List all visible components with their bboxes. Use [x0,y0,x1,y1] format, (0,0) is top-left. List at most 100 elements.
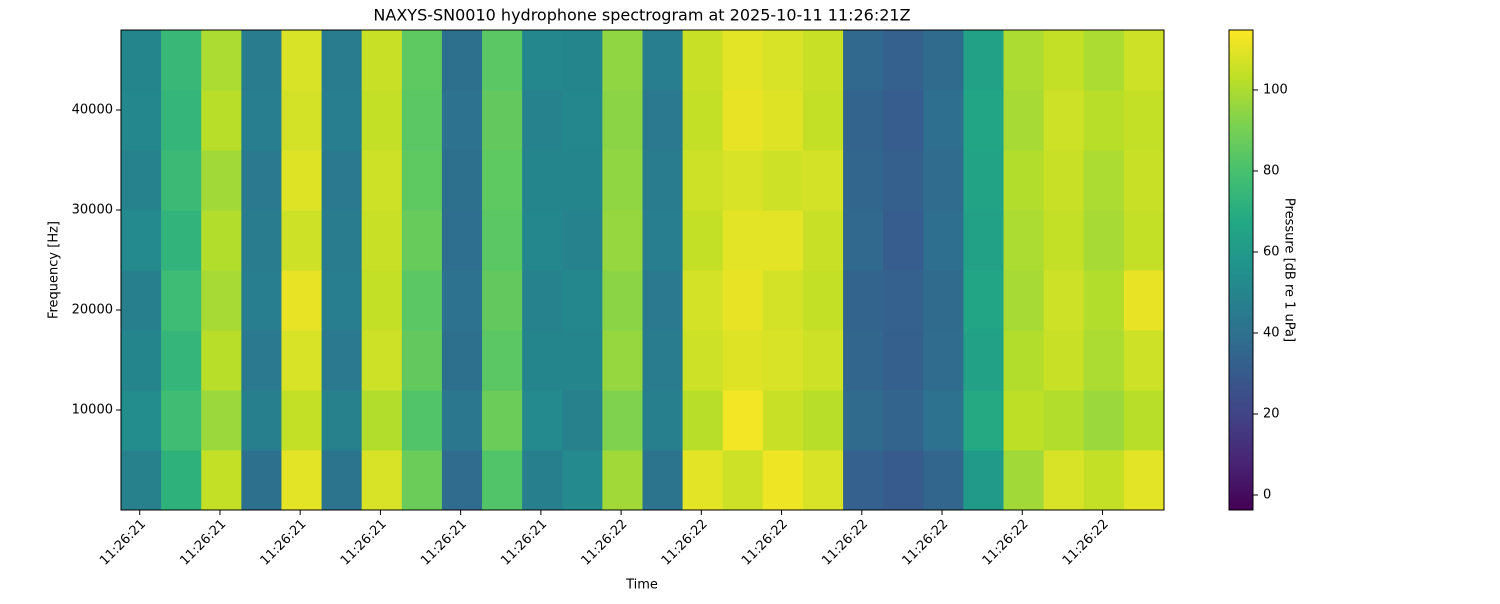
heatmap-cell [1003,450,1045,511]
heatmap-cell [642,150,684,211]
heatmap-cell [1043,390,1085,451]
heatmap-cell [1123,330,1165,391]
heatmap-cell [361,270,403,331]
heatmap-cell [201,150,242,211]
heatmap-cell [1003,270,1045,331]
heatmap-cell [201,390,242,451]
heatmap-cell [1003,90,1045,151]
heatmap-cell [121,330,162,391]
heatmap-cell [843,270,884,331]
heatmap-cell [562,30,603,91]
heatmap-cell [321,150,363,211]
heatmap-cell [762,90,804,151]
heatmap-cell [682,150,724,211]
heatmap-cell [562,450,603,511]
heatmap-cell [321,210,363,271]
heatmap-cell [762,150,804,211]
heatmap-cell [562,390,603,451]
heatmap-cell [401,210,443,271]
heatmap-cell [1043,150,1085,211]
heatmap-cell [1003,150,1045,211]
heatmap-cell [602,450,643,511]
heatmap-cell [201,210,242,271]
colorbar-tick-label: 20 [1263,407,1280,422]
heatmap-cell [602,210,643,271]
heatmap-cell [161,450,202,511]
heatmap-cell [121,90,162,151]
heatmap-cell [1043,450,1085,511]
heatmap-cell [883,150,924,211]
plot-frame [120,29,1165,511]
heatmap-cell [682,210,724,271]
heatmap-cell [843,390,884,451]
heatmap-cell [361,390,403,451]
heatmap-cell [642,30,684,91]
heatmap-cell [883,30,924,91]
heatmap-cell [201,450,242,511]
heatmap-cell [963,450,1005,511]
heatmap-cell [241,390,282,451]
heatmap-cell [802,90,844,151]
heatmap-cell [1123,270,1165,331]
heatmap-cell [361,90,403,151]
heatmap-cell [1123,30,1165,91]
heatmap-cell [843,30,884,91]
heatmap-cell [401,270,443,331]
heatmap-cell [762,390,804,451]
heatmap-cell [401,390,443,451]
colorbar-tick-label: 100 [1263,82,1288,97]
heatmap-cell [161,390,202,451]
heatmap-cell [722,330,764,391]
heatmap-cell [1083,150,1125,211]
x-axis-label: Time [625,578,658,593]
heatmap-cell [161,150,202,211]
heatmap-cell [642,270,684,331]
colorbar-tick-label: 80 [1263,163,1280,178]
heatmap-cell [883,330,924,391]
heatmap-cell [321,450,363,511]
heatmap-cell [281,390,323,451]
heatmap-cell [722,450,764,511]
heatmap-cell [642,210,684,271]
heatmap-cell [401,330,443,391]
heatmap-cell [161,270,202,331]
heatmap-cell [201,270,242,331]
heatmap-cell [1083,330,1125,391]
heatmap-cell [201,330,242,391]
heatmap-cell [522,330,563,391]
heatmap-cell [602,90,643,151]
x-tick-label: 11:26:22 [579,517,631,569]
heatmap [121,30,1165,511]
heatmap-cell [522,270,563,331]
heatmap-cell [722,270,764,331]
heatmap-cell [963,210,1005,271]
heatmap-cell [482,330,523,391]
heatmap-cell [883,210,924,271]
heatmap-cell [321,90,363,151]
heatmap-cell [923,30,964,91]
heatmap-cell [482,450,523,511]
heatmap-cell [802,150,844,211]
x-tick-label: 11:26:22 [899,517,951,569]
y-tick-label: 40000 [72,103,113,118]
heatmap-cell [121,270,162,331]
x-tick-label: 11:26:21 [97,517,149,569]
x-tick-label: 11:26:21 [498,517,550,569]
heatmap-cell [482,270,523,331]
heatmap-cell [1083,270,1125,331]
heatmap-cell [201,90,242,151]
heatmap-cell [883,450,924,511]
heatmap-cell [321,330,363,391]
heatmap-cell [722,90,764,151]
heatmap-cell [1083,390,1125,451]
heatmap-cell [121,210,162,271]
heatmap-cell [441,270,483,331]
heatmap-cell [802,270,844,331]
heatmap-cell [602,270,643,331]
heatmap-cell [963,330,1005,391]
heatmap-cell [762,270,804,331]
heatmap-cell [562,330,603,391]
heatmap-cell [602,150,643,211]
x-tick-label: 11:26:22 [659,517,711,569]
heatmap-cell [963,150,1005,211]
